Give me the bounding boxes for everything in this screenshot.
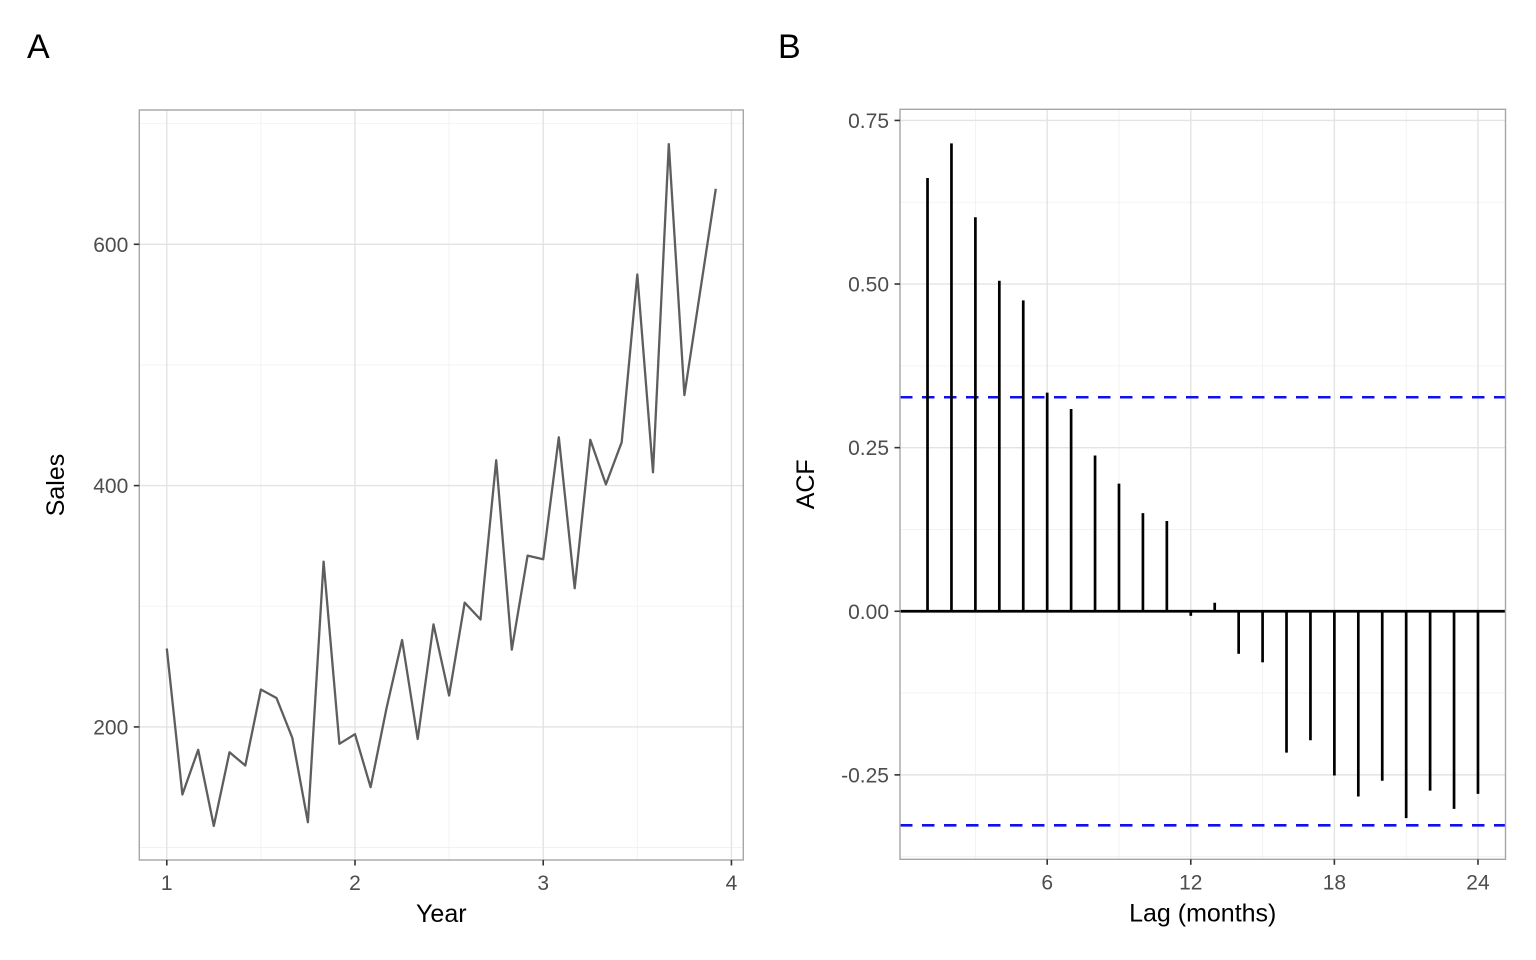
x-tick-label: 24 [1466,871,1490,894]
axis-ticks [894,119,1479,865]
sales-line-chart: 1 2 3 4 200 400 600 Year Sales A [27,28,745,928]
panel-label: A [27,28,50,66]
x-tick-label: 3 [537,872,549,895]
acf-bars [926,143,1480,819]
y-axis-title: Sales [42,454,70,517]
axis-ticks [133,243,733,866]
panel-label: B [778,28,801,66]
x-tick-label: 1 [161,872,173,895]
y-tick-label: 200 [93,716,128,739]
x-axis-title: Year [416,900,467,928]
y-tick-label: 0.00 [848,601,889,624]
y-tick-label: -0.25 [841,764,889,787]
x-tick-label: 6 [1041,871,1053,894]
x-tick-label: 12 [1179,871,1202,894]
panel-a-sales-timeseries: 1 2 3 4 200 400 600 Year Sales A [27,28,745,928]
y-tick-label: 0.75 [848,110,889,133]
x-tick-label: 2 [349,872,361,895]
acf-bar-chart: 6 12 18 24 0.75 0.50 0.25 0.00 -0.25 Lag (months)… [778,28,1507,927]
panel-border [899,108,1507,861]
y-tick-label: 0.50 [848,274,889,297]
x-tick-label: 18 [1323,871,1346,894]
panel-background [900,109,1506,860]
y-tick-label: 400 [93,475,128,498]
sales-line-series [165,142,717,828]
y-tick-label: 600 [93,234,128,257]
panel-b-acf: 6 12 18 24 0.75 0.50 0.25 0.00 -0.25 Lag (months)… [768,0,1536,960]
x-tick-label: 4 [726,872,738,895]
y-axis-title: ACF [792,459,820,509]
grid-minor [900,109,1506,860]
x-axis-title: Lag (months) [1129,899,1276,927]
y-tick-label: 0.25 [848,437,889,460]
